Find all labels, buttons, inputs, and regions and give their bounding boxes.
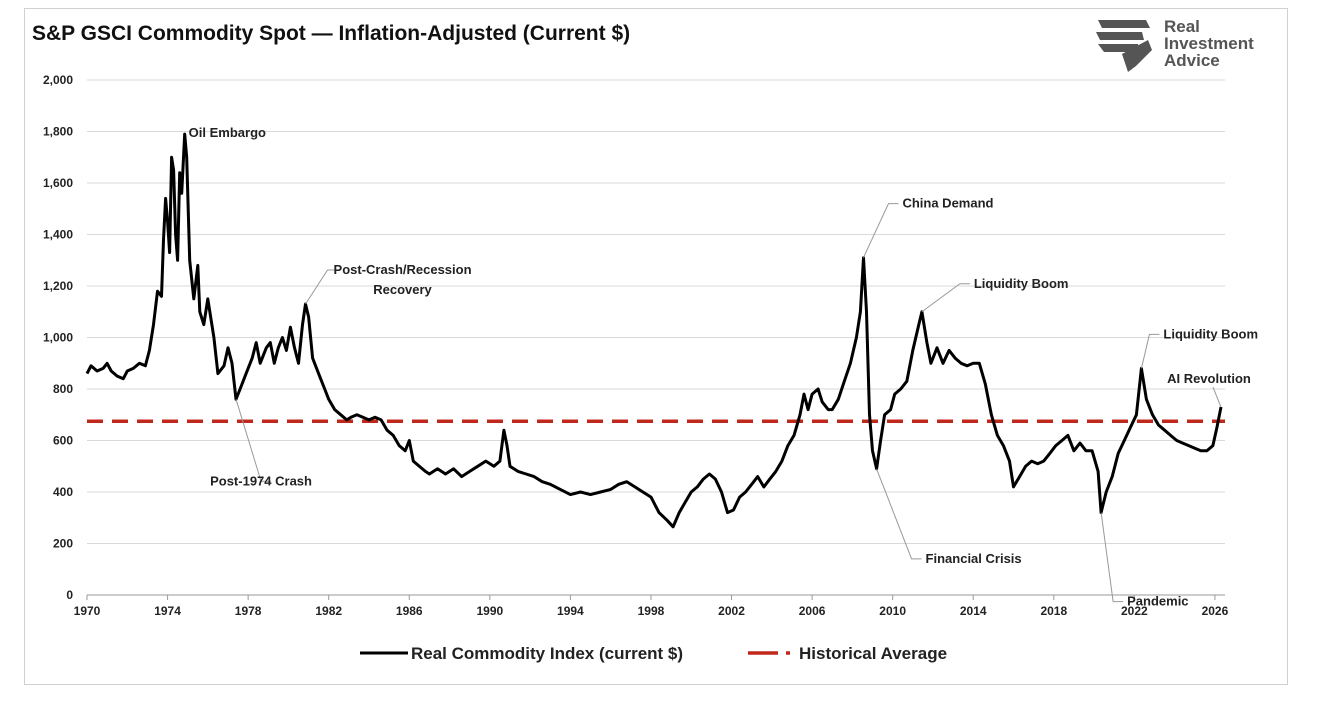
legend-label-average: Historical Average <box>799 644 947 663</box>
x-axis-ticks: 1970 1974 1978 1982 1986 1990 1994 1998 2002 2006… <box>74 595 1229 618</box>
y-tick-label: 1,000 <box>43 331 73 345</box>
x-tick-label: 2014 <box>960 604 987 618</box>
chart-title: S&P GSCI Commodity Spot — Inflation-Adju… <box>32 22 631 45</box>
x-tick-label: 2006 <box>799 604 826 618</box>
legend-label-series: Real Commodity Index (current $) <box>411 644 683 663</box>
x-tick-label: 2026 <box>1202 604 1229 618</box>
y-tick-label: 600 <box>53 434 73 448</box>
annotation-leader <box>305 269 338 305</box>
legend: Real Commodity Index (current $) Histori… <box>360 644 947 663</box>
y-tick-label: 0 <box>66 588 73 602</box>
annotation-label: Oil Embargo <box>189 125 266 140</box>
x-tick-label: 2002 <box>718 604 745 618</box>
logo <box>1092 14 1272 74</box>
x-tick-label: 1998 <box>638 604 665 618</box>
annotation-label-line-2: Recovery <box>373 282 432 297</box>
x-tick-label: 1978 <box>235 604 262 618</box>
annotation-label: Liquidity Boom <box>1163 326 1258 341</box>
x-tick-label: 1982 <box>315 604 342 618</box>
annotation-leader <box>1212 386 1222 408</box>
logo-line-3: Advice <box>1164 51 1220 70</box>
y-tick-label: 1,600 <box>43 176 73 190</box>
y-tick-label: 800 <box>53 382 73 396</box>
y-tick-label: 1,800 <box>43 125 73 139</box>
logo-text: Real Investment Advice <box>1164 18 1254 69</box>
eagle-head-icon <box>1096 20 1152 72</box>
x-tick-label: 2022 <box>1121 604 1148 618</box>
annotation-label: Post-1974 Crash <box>210 473 312 488</box>
x-tick-label: 1970 <box>74 604 101 618</box>
annotation-label: China Demand <box>902 196 993 211</box>
annotation-leader <box>876 468 922 560</box>
x-tick-label: 1990 <box>476 604 503 618</box>
annotation-leader <box>863 203 899 258</box>
logo-line-1: Real <box>1164 17 1200 36</box>
annotation-label: Pandemic <box>1127 594 1188 609</box>
annotation-label: AI Revolution <box>1167 371 1251 386</box>
y-tick-label: 200 <box>53 537 73 551</box>
y-tick-label: 1,200 <box>43 279 73 293</box>
x-tick-label: 2010 <box>879 604 906 618</box>
real-commodity-index-line <box>85 132 1223 529</box>
annotation-leader <box>1140 333 1160 369</box>
annotation-label: Post-Crash/Recession <box>334 262 472 277</box>
x-tick-label: 1994 <box>557 604 584 618</box>
x-tick-label: 1974 <box>154 604 181 618</box>
y-tick-label: 2,000 <box>43 73 73 87</box>
y-tick-label: 1,400 <box>43 228 73 242</box>
y-axis-ticks: 0 200 400 600 800 1,000 1,200 1,400 1,600 1,800 2,… <box>43 73 73 602</box>
annotation-label: Financial Crisis <box>926 551 1022 566</box>
annotation-leader <box>235 399 272 482</box>
annotation-leader <box>921 283 970 313</box>
logo-line-2: Investment <box>1164 34 1254 53</box>
annotation-leader <box>1100 512 1124 603</box>
chart-frame <box>24 8 1288 685</box>
y-tick-label: 400 <box>53 485 73 499</box>
gridlines <box>87 79 1225 544</box>
x-tick-label: 1986 <box>396 604 423 618</box>
annotations: Oil Embargo Post-Crash/Recession Recovery P… <box>189 125 1258 609</box>
x-tick-label: 2018 <box>1040 604 1067 618</box>
annotation-label: Liquidity Boom <box>974 276 1069 291</box>
